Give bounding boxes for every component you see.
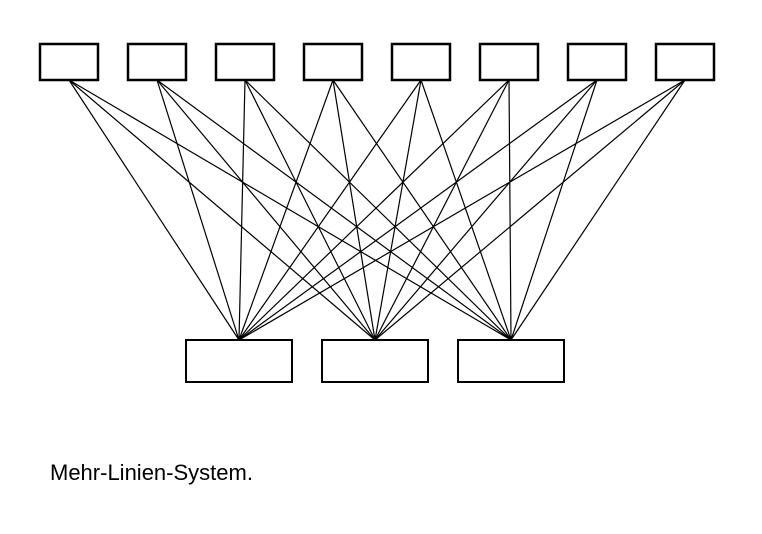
network-diagram [0,0,762,534]
edge-line [239,80,685,340]
node-box [186,340,292,382]
edge-line [333,80,375,340]
node-box [392,44,450,80]
edge-line [509,80,511,340]
node-box [568,44,626,80]
edge-line [157,80,511,340]
edge-line [239,80,245,340]
edge-line [239,80,509,340]
edge-line [157,80,239,340]
edge-line [69,80,239,340]
node-box [322,340,428,382]
edge-line [239,80,333,340]
edge-line [511,80,597,340]
diagram-caption: Mehr-Linien-System. [50,460,253,486]
node-box [128,44,186,80]
edge-line [375,80,509,340]
node-box [40,44,98,80]
diagram-container: Mehr-Linien-System. [0,0,762,534]
edge-line [69,80,511,340]
node-box [656,44,714,80]
edge-line [245,80,511,340]
node-box [480,44,538,80]
edge-line [421,80,511,340]
node-box [458,340,564,382]
edge-line [375,80,421,340]
edge-line [69,80,375,340]
edge-line [511,80,685,340]
edge-line [375,80,597,340]
node-box [304,44,362,80]
node-box [216,44,274,80]
edge-line [245,80,375,340]
edge-line [239,80,597,340]
